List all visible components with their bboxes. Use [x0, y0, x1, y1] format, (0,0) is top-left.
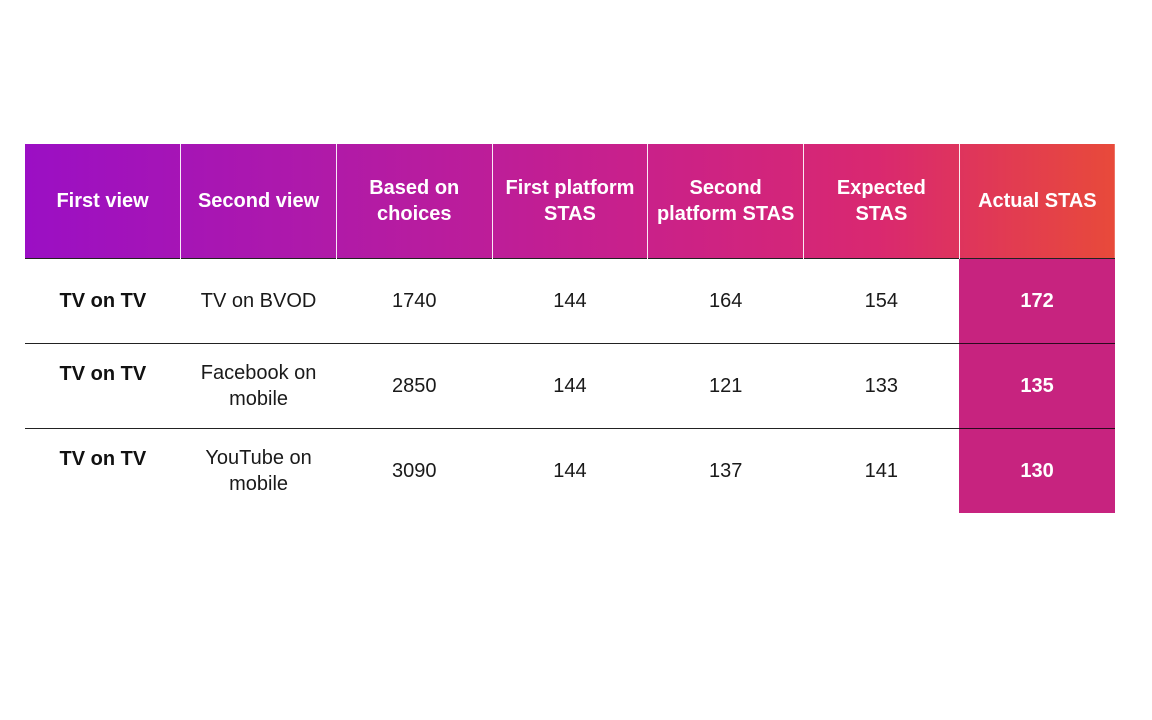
header-expected-stas: Expected STAS [803, 144, 960, 258]
cell-first-view: TV on TV [25, 343, 181, 429]
cell-actual-stas: 172 [959, 257, 1115, 344]
header-second-platform-stas: Second platform STAS [647, 144, 804, 258]
table-row: TV on TV YouTube on mobile 3090 144 137 … [25, 428, 1115, 513]
cell-based-on-choices: 2850 [336, 343, 493, 429]
header-first-view: First view [56, 189, 149, 212]
cell-expected-stas: 141 [864, 459, 899, 482]
cell-second-view: TV on BVOD [180, 257, 337, 344]
table-row: TV on TV Facebook on mobile 2850 144 121… [25, 343, 1115, 429]
cell-second-platform-stas: 164 [647, 257, 804, 344]
table-header: First view Second view Based on choices … [25, 144, 1115, 258]
header-row: First view Second view Based on choices … [25, 144, 1115, 258]
stas-comparison-table: First view Second view Based on choices … [25, 144, 1115, 513]
header-first-platform-stas: First platform STAS [491, 144, 648, 258]
cell-expected-stas: 154 [803, 257, 960, 344]
header-actual-stas: Actual STAS [958, 144, 1115, 258]
cell-second-platform-stas: 121 [647, 343, 804, 429]
cell-actual-stas: 130 [959, 428, 1115, 513]
cell-first-view: TV on TV [59, 447, 147, 470]
cell-expected-stas: 133 [803, 343, 960, 429]
header-based-on-choices: Based on choices [335, 144, 493, 258]
cell-actual-stas: 135 [959, 343, 1115, 429]
cell-second-view: Facebook on mobile [180, 343, 337, 429]
header-second-view: Second view [180, 144, 337, 258]
cell-second-platform-stas: 137 [708, 459, 743, 482]
cell-first-view: TV on TV [25, 257, 181, 344]
cell-based-on-choices: 1740 [336, 257, 493, 344]
cell-second-view: YouTube on mobile [205, 446, 312, 495]
stas-table-container: First view Second view Based on choices … [25, 144, 1115, 513]
cell-first-platform-stas: 144 [492, 257, 648, 344]
cell-first-platform-stas: 144 [553, 459, 587, 482]
table-body: TV on TV TV on BVOD 1740 144 164 154 172… [25, 257, 1115, 513]
cell-first-platform-stas: 144 [492, 343, 648, 429]
cell-based-on-choices: 3090 [392, 459, 437, 482]
table-row: TV on TV TV on BVOD 1740 144 164 154 172 [25, 257, 1115, 344]
